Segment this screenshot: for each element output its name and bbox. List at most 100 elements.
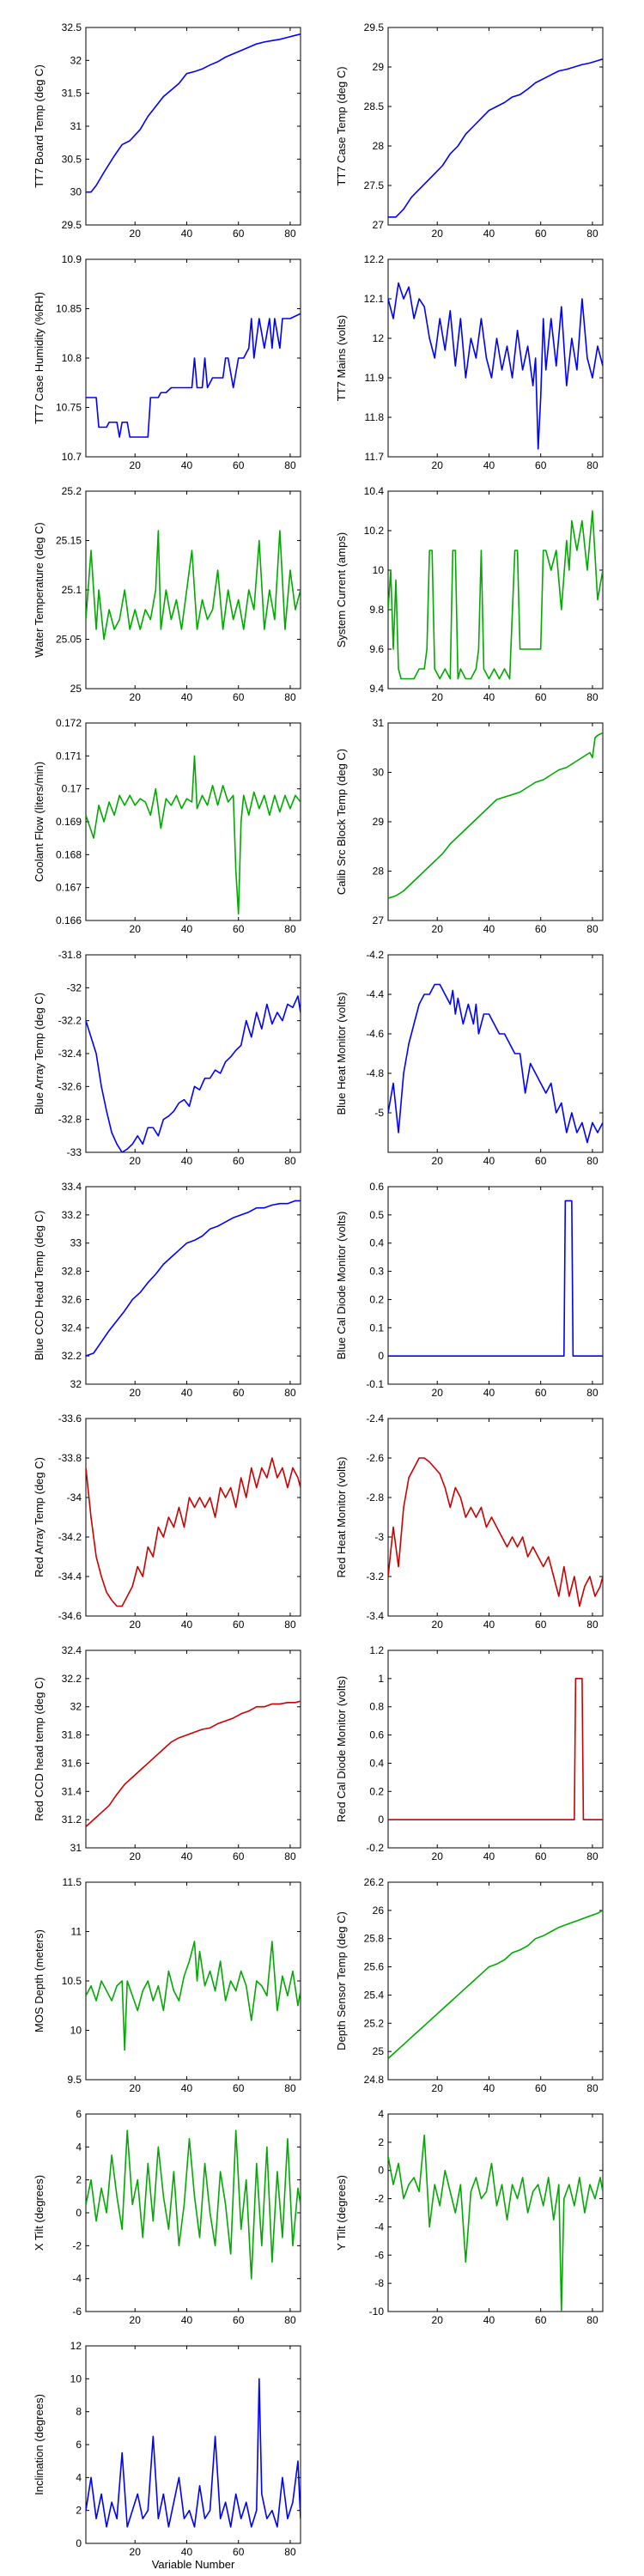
x-tick-label: 60 <box>233 228 245 240</box>
x-tick-label: 20 <box>432 459 444 471</box>
y-tick-label: 9.4 <box>369 683 384 695</box>
x-tick-label: 20 <box>130 459 142 471</box>
y-tick-label: 4 <box>76 2141 82 2153</box>
y-tick-label: 10.8 <box>62 352 82 364</box>
chart-panel-7: 20 40 60 80 0.166 0.167 0.168 0.169 0.17 0.171 0.1… <box>33 717 301 935</box>
x-tick-label: 20 <box>432 1619 444 1631</box>
y-tick-label: -3 <box>374 1531 384 1543</box>
y-tick-label: 31 <box>70 120 82 132</box>
y-tick-label: 0.3 <box>369 1266 384 1278</box>
chart-panel-14: 20 40 60 80 -3.4 -3.2 -3 -2.8 -2.6 -2.4 Red Heat M… <box>335 1413 604 1631</box>
x-tick-label: 80 <box>586 1619 598 1631</box>
y-tick-label: -10 <box>369 2306 385 2318</box>
x-tick-label: 20 <box>130 1619 142 1631</box>
y-tick-label: -2.6 <box>366 1452 384 1464</box>
plot-frame <box>85 2113 301 2312</box>
x-tick-label: 40 <box>181 1850 193 1862</box>
y-tick-label: 27 <box>373 219 385 231</box>
x-tick-label: 80 <box>284 1850 296 1862</box>
x-tick-label: 20 <box>130 1155 142 1167</box>
y-axis-label: Depth Sensor Temp (deg C) <box>335 1911 348 2050</box>
y-tick-label: 29.5 <box>62 219 82 231</box>
series-line-1 <box>86 1700 301 1827</box>
y-tick-label: 33 <box>70 1237 82 1249</box>
series-line-1 <box>86 2129 301 2280</box>
y-tick-label: 24.8 <box>364 2074 385 2086</box>
plot-frame <box>387 1649 604 1849</box>
y-tick-label: 0 <box>76 2207 82 2219</box>
plot-frame <box>85 2345 301 2544</box>
y-tick-label: -4.2 <box>366 949 384 961</box>
plot-frame <box>85 1649 301 1849</box>
y-tick-label: -34 <box>67 1492 82 1504</box>
x-tick-label: 60 <box>233 459 245 471</box>
x-tick-label: 80 <box>284 923 296 935</box>
y-tick-label: 0 <box>378 1814 384 1826</box>
y-axis-label: TT7 Case Temp (deg C) <box>335 66 348 185</box>
x-tick-label: 20 <box>432 691 444 703</box>
y-tick-label: 8 <box>76 2406 82 2418</box>
x-tick-label: 80 <box>284 2314 296 2326</box>
plot-frame <box>387 490 604 690</box>
x-tick-label: 20 <box>130 2082 142 2094</box>
y-tick-label: 9.5 <box>67 2074 82 2086</box>
y-tick-label: 10 <box>70 2025 82 2037</box>
series-line-1 <box>86 313 301 438</box>
plot-frame <box>85 27 301 226</box>
y-tick-label: -32.2 <box>58 1015 82 1027</box>
x-tick-label: 20 <box>130 228 142 240</box>
y-tick-label: 10 <box>373 564 385 576</box>
y-tick-label: 32.4 <box>62 1321 82 1334</box>
y-tick-label: 28 <box>373 140 385 152</box>
y-tick-label: -34.2 <box>58 1531 82 1543</box>
y-tick-label: 32.5 <box>62 21 82 33</box>
series-line-1 <box>86 755 301 915</box>
y-axis-label: Red Cal Diode Monitor (volts) <box>335 1676 348 1823</box>
x-tick-label: 80 <box>586 1387 598 1399</box>
y-tick-label: -4 <box>374 2221 384 2233</box>
x-tick-label: 80 <box>586 1155 598 1167</box>
x-tick-label: 40 <box>181 2314 193 2326</box>
y-tick-label: 26 <box>373 1905 385 1917</box>
y-tick-label: 10.7 <box>62 451 82 463</box>
y-axis-label: TT7 Case Humidity (%RH) <box>33 292 46 424</box>
y-tick-label: 2 <box>76 2174 82 2186</box>
x-tick-label: 40 <box>483 1850 495 1862</box>
y-tick-label: 32.8 <box>62 1266 82 1278</box>
chart-panel-8: 20 40 60 80 27 28 29 30 31 Calib Src Block Temp (… <box>335 717 604 935</box>
y-tick-label: -3.4 <box>366 1610 384 1622</box>
chart-panel-1: 20 40 60 80 29.5 30 30.5 31 31.5 32 32.5 TT7 Board … <box>33 21 301 240</box>
y-axis-label: Red Array Temp (deg C) <box>33 1457 46 1577</box>
y-tick-label: 12.1 <box>364 293 385 305</box>
y-tick-label: -3.2 <box>366 1571 384 1583</box>
x-tick-label: 80 <box>586 459 598 471</box>
series-line-1 <box>388 1457 603 1607</box>
x-tick-label: 60 <box>233 1619 245 1631</box>
y-tick-label: 31.6 <box>62 1757 82 1769</box>
y-tick-label: -2.4 <box>366 1413 384 1425</box>
y-tick-label: 9.8 <box>369 604 384 616</box>
y-tick-label: 32 <box>70 54 82 66</box>
chart-panel-20: 20 40 60 80 -10 -8 -6 -4 -2 0 2 4 Y Tilt (degrees) <box>335 2108 604 2326</box>
plot-frame <box>387 954 604 1153</box>
y-tick-label: 12.2 <box>364 253 385 265</box>
plot-frame <box>387 2113 604 2312</box>
y-axis-label: Red Heat Monitor (volts) <box>335 1457 348 1578</box>
series-line-1 <box>86 995 301 1152</box>
y-axis-label: MOS Depth (meters) <box>33 1929 46 2032</box>
series-line-1 <box>388 282 603 450</box>
x-tick-label: 80 <box>586 1850 598 1862</box>
x-tick-label: 60 <box>535 2314 547 2326</box>
y-tick-label: 0.8 <box>369 1701 384 1713</box>
y-tick-label: 31.5 <box>62 88 82 100</box>
y-axis-label: Inclination (degrees) <box>33 2394 46 2495</box>
y-tick-label: -34.4 <box>58 1571 82 1583</box>
x-tick-label: 40 <box>181 1155 193 1167</box>
y-tick-label: -32 <box>67 981 82 993</box>
y-tick-label: 25.15 <box>56 535 82 547</box>
x-tick-label: 40 <box>483 459 495 471</box>
series-line-1 <box>388 983 603 1144</box>
y-tick-label: 32 <box>70 1378 82 1390</box>
y-tick-label: 25 <box>373 2045 385 2057</box>
